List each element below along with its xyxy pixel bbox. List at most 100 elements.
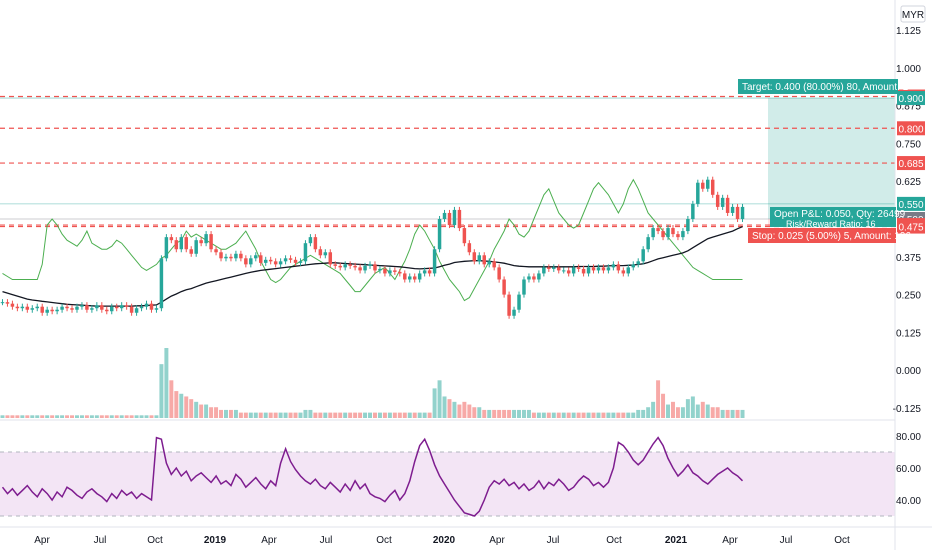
candle-body xyxy=(581,268,586,274)
volume-bar xyxy=(487,409,492,418)
volume-bar xyxy=(641,409,646,418)
candle-body xyxy=(452,209,457,226)
volume-bar xyxy=(328,412,333,418)
volume-bar xyxy=(606,412,611,418)
candle-body xyxy=(308,237,313,244)
candle-body xyxy=(139,306,144,309)
candle-body xyxy=(606,267,611,271)
candle-body xyxy=(144,303,149,307)
candle-body xyxy=(691,203,695,219)
volume-bar xyxy=(25,415,30,418)
candle-body xyxy=(532,276,536,280)
currency-label: MYR xyxy=(902,10,924,21)
volume-bar xyxy=(546,412,551,418)
time-tick-label: Apr xyxy=(261,535,277,546)
candle-body xyxy=(259,255,263,263)
volume-bar xyxy=(407,412,412,418)
volume-bar xyxy=(50,415,55,418)
candle-body xyxy=(124,305,129,307)
volume-bar xyxy=(462,401,467,418)
rr-text: Risk/Reward Ratio: 16 xyxy=(786,219,876,229)
candle-body xyxy=(403,273,407,280)
volume-bar xyxy=(174,391,179,418)
candle-body xyxy=(422,270,427,274)
time-tick-label: Oct xyxy=(834,535,850,546)
candle-body xyxy=(432,249,437,274)
candle-body xyxy=(373,264,377,271)
stop-label[interactable]: Stop: 0.025 (5.00%) 5, Amount: 196 xyxy=(748,228,911,243)
rsi-band-fill xyxy=(0,452,895,516)
target-label[interactable]: Target: 0.400 (80.00%) 80, Amount: 1 xyxy=(738,79,909,94)
volume-bar xyxy=(695,404,700,418)
volume-bar xyxy=(397,412,402,418)
candle-body xyxy=(174,240,179,250)
volume-bar xyxy=(199,404,204,418)
volume-bar xyxy=(631,412,636,418)
volume-bar xyxy=(353,412,358,418)
candle-body xyxy=(278,261,283,265)
volume-bar xyxy=(457,404,462,418)
candle-body xyxy=(696,182,700,204)
volume-bar xyxy=(417,412,422,418)
candle-body xyxy=(527,276,531,280)
volume-bar xyxy=(278,412,283,418)
level-price-label: 0.900 xyxy=(898,94,923,105)
volume-bar xyxy=(502,409,507,418)
candle-body xyxy=(512,309,516,316)
volume-bar xyxy=(293,412,298,418)
open-pnl-label[interactable]: Open P&L: 0.050, Qty: 26499 Risk/Reward … xyxy=(770,207,906,229)
time-tick-label: 2019 xyxy=(204,535,227,546)
volume-bar xyxy=(536,412,541,418)
candle-body xyxy=(591,267,596,271)
volume-bar xyxy=(263,412,268,418)
level-price-badge xyxy=(897,91,925,106)
volume-bar xyxy=(298,412,303,418)
target-text: Target: 0.400 (80.00%) 80, Amount: 1 xyxy=(742,82,909,93)
candle-body xyxy=(273,261,278,265)
candle-body xyxy=(552,267,556,269)
volume-bar xyxy=(228,409,233,418)
candle-body xyxy=(10,303,15,307)
volume-bar xyxy=(35,415,40,418)
volume-bar xyxy=(184,396,189,418)
candle-body xyxy=(676,234,680,238)
candle-body xyxy=(706,179,710,189)
volume-bar xyxy=(377,412,382,418)
candle-body xyxy=(254,255,258,259)
volume-bar xyxy=(55,415,60,418)
volume-bar xyxy=(566,412,571,418)
volume-bar xyxy=(551,412,556,418)
volume-bar xyxy=(571,412,576,418)
volume-bar xyxy=(308,409,313,418)
volume-bar xyxy=(144,415,149,418)
volume-bar xyxy=(651,401,656,418)
candle-body xyxy=(199,240,203,244)
candle-body xyxy=(234,253,238,259)
currency-badge[interactable] xyxy=(900,5,926,23)
candle-body xyxy=(204,234,208,244)
candle-body xyxy=(154,308,159,310)
candle-body xyxy=(0,302,5,304)
volume-bar xyxy=(636,409,641,418)
candle-body xyxy=(35,306,39,309)
candle-body xyxy=(378,268,382,271)
candle-body xyxy=(472,252,477,262)
candle-body xyxy=(353,265,357,268)
volume-bar xyxy=(512,409,517,418)
volume-bar xyxy=(323,412,328,418)
candle-body xyxy=(338,265,342,268)
volume-bar xyxy=(517,409,522,418)
level-price-label: 0.800 xyxy=(898,124,923,135)
candle-body xyxy=(169,237,174,241)
volume-bar xyxy=(233,409,238,418)
volume-bar xyxy=(164,348,169,418)
candle-body xyxy=(85,305,89,310)
candle-body xyxy=(70,308,74,310)
candle-body xyxy=(735,206,740,219)
volume-bar xyxy=(194,401,199,418)
candle-body xyxy=(263,259,268,263)
volume-bar xyxy=(680,407,685,418)
candle-body xyxy=(566,270,571,274)
